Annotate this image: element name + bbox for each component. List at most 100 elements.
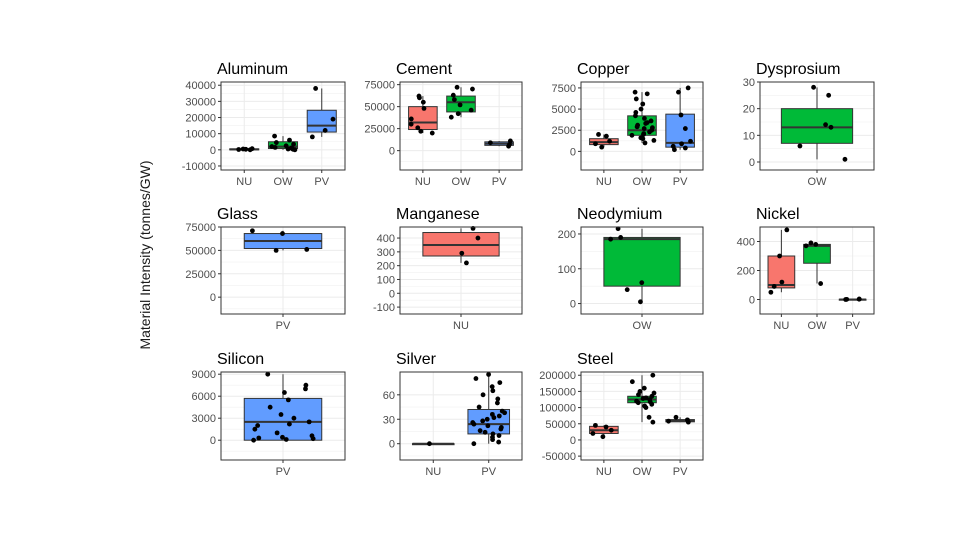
data-point (272, 144, 278, 150)
data-point (644, 91, 650, 97)
data-point (272, 133, 277, 139)
data-point (641, 385, 647, 391)
panel-border (580, 371, 704, 461)
box-nu (408, 93, 438, 136)
panel-border (399, 226, 523, 315)
box-ow (603, 226, 681, 305)
data-point (633, 110, 639, 115)
data-point (629, 379, 635, 385)
data-point (485, 423, 491, 429)
data-point (497, 380, 503, 385)
data-point (688, 138, 693, 144)
data-point (649, 125, 655, 131)
y-tick-label: 0 (570, 299, 576, 311)
data-point (303, 382, 309, 388)
iqr-box (780, 108, 854, 144)
data-point (306, 419, 312, 425)
data-point (408, 116, 414, 122)
data-point (684, 417, 690, 423)
data-point (273, 140, 279, 145)
x-tick-label: PV (845, 320, 860, 332)
data-point (650, 419, 656, 425)
data-point (496, 439, 502, 445)
panel-title: Copper (577, 61, 630, 78)
data-point (418, 128, 424, 134)
data-point (252, 426, 258, 432)
x-tick-label: PV (492, 176, 507, 188)
data-point (590, 431, 596, 436)
data-point (464, 260, 469, 266)
data-point (285, 397, 291, 403)
data-point (642, 115, 647, 121)
data-point (676, 89, 681, 95)
data-point (416, 93, 422, 99)
panel-title: Neodymium (577, 206, 662, 223)
y-tick-label: 400 (377, 233, 395, 245)
panel-dysprosium: Dysprosium 0 10 20 30 OW (743, 61, 875, 188)
data-point (408, 121, 414, 127)
y-tick-label: 30 (383, 414, 395, 426)
y-tick-label: 0 (389, 439, 395, 451)
data-point (629, 132, 635, 138)
box-pv (243, 371, 323, 443)
y-tick-label: 10000 (185, 129, 216, 141)
panel-aluminum: Aluminum -10000 0 10000 20000 30000 40000 NU OW P… (182, 61, 346, 188)
data-point (647, 399, 653, 405)
x-tick-label: OW (808, 320, 828, 332)
y-axis-label: Material Intensity (tonnes/GW) (137, 160, 153, 349)
y-tick-label: 0 (210, 292, 216, 304)
data-point (283, 437, 289, 442)
panel-steel: Steel -50000 0 50000 100000 150000 200000 NU OW P… (539, 351, 704, 478)
data-point (282, 390, 287, 395)
x-tick-label: NU (453, 320, 469, 332)
data-point (685, 85, 691, 91)
data-point (470, 86, 475, 92)
iqr-box (603, 236, 681, 287)
panel-title: Manganese (396, 206, 480, 223)
data-point (240, 146, 246, 152)
panel-border (580, 226, 704, 315)
data-point (498, 425, 504, 430)
box-ow (627, 89, 657, 146)
data-point (666, 418, 671, 424)
data-point (813, 242, 819, 247)
data-point (632, 89, 638, 95)
y-tick-label: 50000 (545, 419, 576, 431)
data-point (600, 434, 606, 440)
x-tick-label: PV (276, 466, 291, 478)
x-tick-label: NU (236, 176, 252, 188)
y-tick-label: 30000 (185, 96, 216, 108)
data-point (679, 141, 684, 147)
data-point (494, 400, 500, 406)
data-point (644, 120, 650, 126)
data-point (471, 441, 477, 447)
data-point (468, 107, 474, 113)
data-point (255, 423, 261, 428)
y-tick-label: 60 (383, 390, 395, 402)
data-point (678, 112, 684, 118)
data-point (842, 156, 848, 162)
box-pv (306, 86, 337, 140)
y-tick-label: 10 (743, 130, 755, 142)
data-point (818, 281, 824, 286)
data-point (278, 412, 284, 417)
y-tick-label: 6000 (192, 391, 216, 403)
data-point (482, 429, 488, 435)
data-point (256, 435, 262, 441)
data-point (608, 427, 614, 433)
x-tick-label: NU (596, 176, 612, 188)
data-point (682, 126, 688, 131)
y-tick-label: 75000 (185, 222, 216, 234)
data-point (459, 250, 465, 256)
data-point (823, 122, 828, 128)
data-point (291, 141, 296, 147)
data-point (648, 118, 654, 124)
y-tick-label: 100000 (539, 403, 576, 415)
data-point (455, 111, 461, 117)
x-tick-label: PV (481, 466, 496, 478)
data-point (651, 137, 657, 143)
x-tick-label: OW (452, 176, 472, 188)
box-nu (411, 441, 455, 447)
